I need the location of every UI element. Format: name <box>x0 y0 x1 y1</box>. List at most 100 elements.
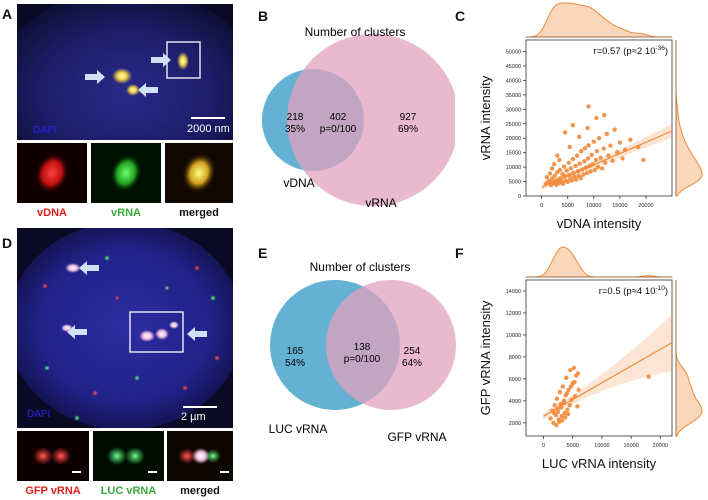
x-axis-label: vDNA intensity <box>557 216 642 231</box>
data-point <box>562 130 568 135</box>
data-point <box>566 160 571 165</box>
venn-left-count: 165 <box>287 346 304 357</box>
data-point <box>548 416 553 421</box>
data-point <box>571 365 577 371</box>
data-point <box>561 398 567 404</box>
venn-overlap-p: p=0/100 <box>320 124 357 135</box>
caption-merged: merged <box>179 207 219 219</box>
x-tick-label: 5000 <box>562 203 574 209</box>
y-tick-label: 25000 <box>506 122 521 128</box>
data-point <box>593 157 599 163</box>
data-point <box>577 161 582 166</box>
venn-title: Number of clusters <box>305 25 406 39</box>
data-point <box>568 367 573 373</box>
panel-letter-c: C <box>455 8 466 24</box>
data-point <box>568 384 574 389</box>
venn-overlap-count: 138 <box>354 342 371 353</box>
confidence-band <box>543 314 672 420</box>
venn-right-label: vRNA <box>365 196 396 210</box>
plot-frame <box>525 279 673 437</box>
marginal-density-y <box>675 280 703 437</box>
arrow-icon <box>138 83 158 97</box>
thumbnail-green <box>91 143 161 203</box>
data-point <box>598 155 603 161</box>
caption-vdna: vDNA <box>37 207 67 219</box>
venn-overlap-p: p=0/100 <box>344 354 381 365</box>
y-tick-label: 35000 <box>506 93 521 99</box>
microscopy-image-d: DAPI 2 µm <box>17 228 233 428</box>
data-point <box>603 160 608 165</box>
data-point <box>562 415 568 420</box>
correlation-stat: r=0.5 (p≈4 10-10) <box>599 285 668 297</box>
data-point <box>560 418 565 423</box>
data-point <box>544 175 550 180</box>
data-point <box>565 407 570 412</box>
y-tick-label: 6000 <box>509 377 521 383</box>
data-point <box>551 410 557 416</box>
marginal-density-x <box>525 2 673 38</box>
data-point <box>585 156 591 161</box>
data-point <box>557 157 562 163</box>
x-axis-label: LUC vRNA intensity <box>542 456 657 471</box>
panel-letter-a: A <box>2 6 13 22</box>
data-point <box>565 411 571 417</box>
dapi-label: DAPI <box>33 125 57 136</box>
x-tick-label: 5000 <box>567 443 579 449</box>
venn-right-count: 254 <box>404 346 421 357</box>
data-point <box>554 396 560 401</box>
data-point <box>573 163 578 169</box>
data-point <box>582 159 587 164</box>
data-point <box>646 374 651 379</box>
data-point <box>549 176 555 181</box>
marginal-density-y <box>675 40 703 197</box>
data-point <box>565 179 570 185</box>
caption-luc-vrna: LUC vRNA <box>100 485 157 497</box>
thumbnail-red <box>17 431 89 481</box>
venn-title: Number of clusters <box>310 260 411 274</box>
venn-circle-right <box>287 34 455 206</box>
plot-frame <box>525 39 673 197</box>
data-point <box>602 112 607 118</box>
data-point <box>586 143 591 148</box>
y-tick-label: 14000 <box>506 289 521 295</box>
y-tick-label: 0 <box>518 194 521 200</box>
scale-label: 2000 nm <box>187 123 230 135</box>
cluster-spot <box>112 68 132 84</box>
data-point <box>549 166 555 171</box>
caption-gfp-vrna: GFP vRNA <box>25 485 81 497</box>
venn-left-label: vDNA <box>283 176 314 190</box>
cluster-spot <box>139 330 155 342</box>
data-point <box>628 137 633 142</box>
cluster-spot <box>65 263 81 273</box>
data-point <box>641 157 646 163</box>
venn-right-count: 927 <box>400 112 417 123</box>
venn-right-pct: 64% <box>402 358 422 369</box>
thumbnail-merged <box>167 431 233 481</box>
data-point <box>615 149 620 155</box>
data-point <box>592 167 598 173</box>
panel-letter-e: E <box>258 245 268 261</box>
data-point <box>559 414 564 419</box>
data-point <box>584 170 590 176</box>
data-point <box>591 139 596 144</box>
data-point <box>610 158 615 163</box>
x-tick-label: 20000 <box>638 203 653 209</box>
thumbnail-merged <box>165 143 233 203</box>
data-point <box>555 153 560 158</box>
data-point <box>560 384 565 389</box>
venn-circle-right <box>326 280 456 410</box>
y-tick-label: 50000 <box>506 50 521 56</box>
data-point <box>594 115 599 121</box>
panel-letter-f: F <box>455 245 464 261</box>
dapi-label: DAPI <box>27 409 51 420</box>
nucleus-image-d <box>17 228 233 428</box>
x-tick-label: 20000 <box>653 443 668 449</box>
cluster-spot <box>177 52 189 70</box>
data-point <box>569 178 575 183</box>
data-point <box>567 144 572 150</box>
data-point <box>570 123 576 128</box>
data-point <box>606 153 611 158</box>
venn-left-pct: 35% <box>285 124 305 135</box>
data-point <box>582 146 588 151</box>
data-point <box>596 136 602 141</box>
